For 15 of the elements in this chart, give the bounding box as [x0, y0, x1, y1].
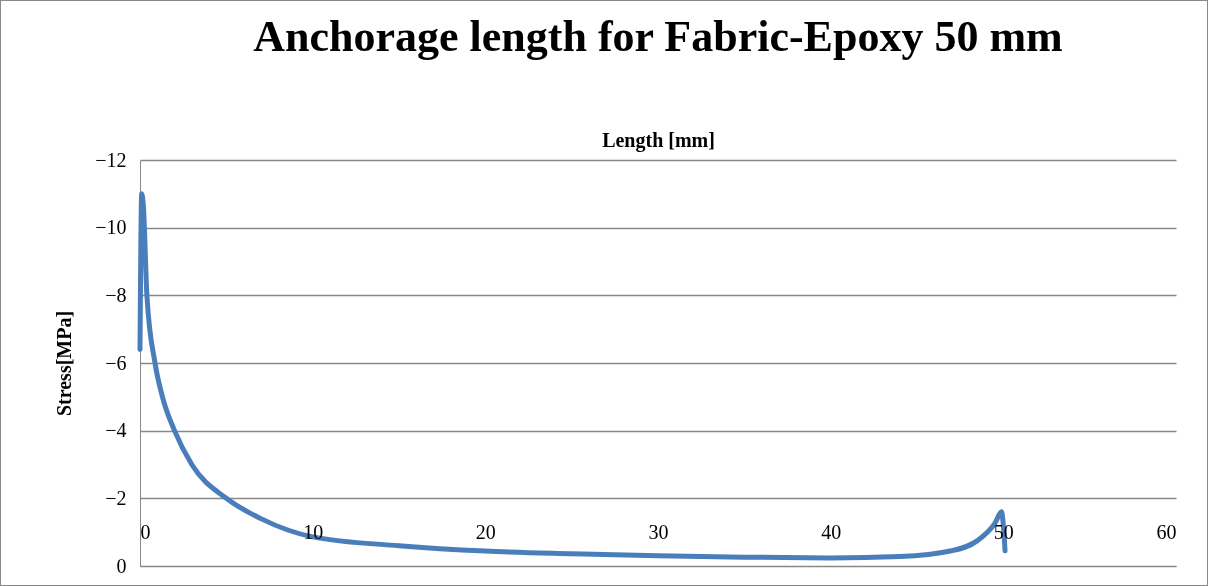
y-tick-label: −2 [105, 486, 127, 509]
x-tick-label: 0 [140, 520, 151, 543]
y-tick-label: −6 [105, 351, 127, 374]
x-tick-label: 20 [475, 520, 496, 543]
y-tick-label: −12 [95, 148, 127, 171]
y-tick-label: −10 [95, 216, 127, 239]
y-tick-label: −8 [105, 283, 127, 306]
y-axis-title: Stress[MPa] [53, 310, 76, 417]
x-tick-label: 40 [821, 520, 842, 543]
x-tick-label: 60 [1156, 520, 1177, 543]
x-tick-label: 30 [648, 520, 669, 543]
y-tick-label: −4 [105, 419, 127, 442]
y-tick-label: 0 [116, 554, 127, 577]
x-axis-title: Length [mm] [602, 128, 715, 152]
chart-title: Anchorage length for Fabric-Epoxy 50 mm [253, 12, 1063, 61]
